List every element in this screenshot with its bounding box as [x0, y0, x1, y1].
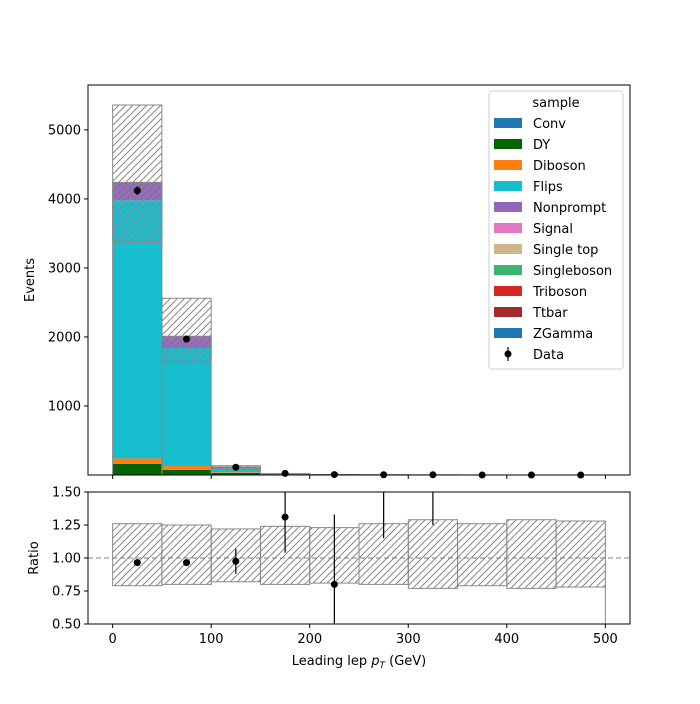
ratio-band-bin-0: [113, 524, 162, 586]
legend: sample Conv DY Diboson Flips Nonprompt Signal…: [489, 91, 623, 369]
ratio-band-bin-7: [458, 524, 507, 586]
y-tick-label-top-4000: 4000: [48, 192, 81, 207]
legend-label-signal: Signal: [533, 222, 573, 237]
legend-label-flips: Flips: [533, 180, 563, 195]
y-tick-label-bottom-4: 1.50: [52, 486, 81, 501]
legend-label-nonprompt: Nonprompt: [533, 201, 606, 216]
x-axis-label-main: Leading lep: [292, 654, 371, 669]
x-tick-label-400: 400: [494, 632, 519, 647]
legend-swatch-zgamma: [494, 328, 522, 338]
ratio-point-bin-2: [232, 558, 239, 565]
legend-swatch-diboson: [494, 160, 522, 170]
ratio-point-bin-3: [282, 514, 289, 521]
data-point-bin-1: [183, 336, 190, 343]
legend-swatch-conv: [494, 118, 522, 128]
legend-label-single-top: Single top: [533, 243, 598, 258]
legend-swatch-triboson: [494, 286, 522, 296]
legend-title: sample: [532, 96, 579, 111]
y-tick-label-bottom-2: 1.00: [52, 552, 81, 567]
y-tick-label-bottom-3: 1.25: [52, 519, 81, 534]
data-point-bin-2: [232, 464, 239, 471]
legend-label-conv: Conv: [533, 117, 566, 132]
ratio-band-bin-8: [507, 520, 556, 589]
data-point-bin-3: [282, 470, 289, 477]
ratio-band-bin-1: [162, 525, 211, 584]
bar-diboson-bin-1: [162, 466, 211, 470]
x-tick-label-0: 0: [108, 632, 116, 647]
y-axis-label-top: Events: [23, 258, 38, 302]
y-tick-label-bottom-0: 0.50: [52, 618, 81, 633]
x-tick-label-300: 300: [396, 632, 421, 647]
legend-swatch-nonprompt: [494, 202, 522, 212]
ratio-point-bin-1: [183, 559, 190, 566]
legend-label-zgamma: ZGamma: [533, 327, 593, 342]
legend-swatch-ttbar: [494, 307, 522, 317]
legend-swatch-single-top: [494, 244, 522, 254]
x-axis-label: Leading lep pT (GeV): [292, 654, 426, 671]
y-tick-label-bottom-1: 0.75: [52, 585, 81, 600]
bar-dy-bin-1: [162, 470, 211, 475]
x-tick-label-100: 100: [199, 632, 224, 647]
x-axis-label-p: p: [370, 654, 379, 669]
x-tick-label-200: 200: [297, 632, 322, 647]
legend-label-singleboson: Singleboson: [533, 264, 612, 279]
x-axis-label-unit: (GeV): [385, 654, 426, 669]
data-point-bin-0: [134, 187, 141, 194]
legend-swatch-signal: [494, 223, 522, 233]
bar-diboson-bin-0: [113, 458, 162, 464]
y-tick-label-top-2000: 2000: [48, 330, 81, 345]
legend-swatch-singleboson: [494, 265, 522, 275]
ratio-point-bin-0: [134, 559, 141, 566]
ratio-band-bin-6: [408, 520, 457, 589]
legend-label-ttbar: Ttbar: [532, 306, 568, 321]
uncertainty-band-bin-1: [162, 298, 211, 362]
y-tick-label-top-1000: 1000: [48, 399, 81, 414]
bar-dy-bin-0: [113, 464, 162, 475]
legend-swatch-dy: [494, 139, 522, 149]
legend-label-triboson: Triboson: [532, 285, 587, 300]
y-tick-label-top-3000: 3000: [48, 261, 81, 276]
y-axis-label-bottom: Ratio: [27, 541, 42, 574]
legend-label-diboson: Diboson: [533, 159, 586, 174]
x-tick-label-500: 500: [593, 632, 618, 647]
uncertainty-band-bin-0: [113, 105, 162, 242]
legend-label-data: Data: [533, 348, 564, 363]
legend-swatch-flips: [494, 181, 522, 191]
legend-data-marker: [505, 351, 512, 358]
legend-label-dy: DY: [533, 138, 550, 153]
y-tick-label-top-5000: 5000: [48, 123, 81, 138]
ratio-point-bin-4: [331, 581, 338, 588]
ratio-band-bin-9: [556, 521, 605, 587]
bar-flips-bin-1: [162, 348, 211, 466]
bar-diboson-bin-2: [211, 472, 260, 473]
